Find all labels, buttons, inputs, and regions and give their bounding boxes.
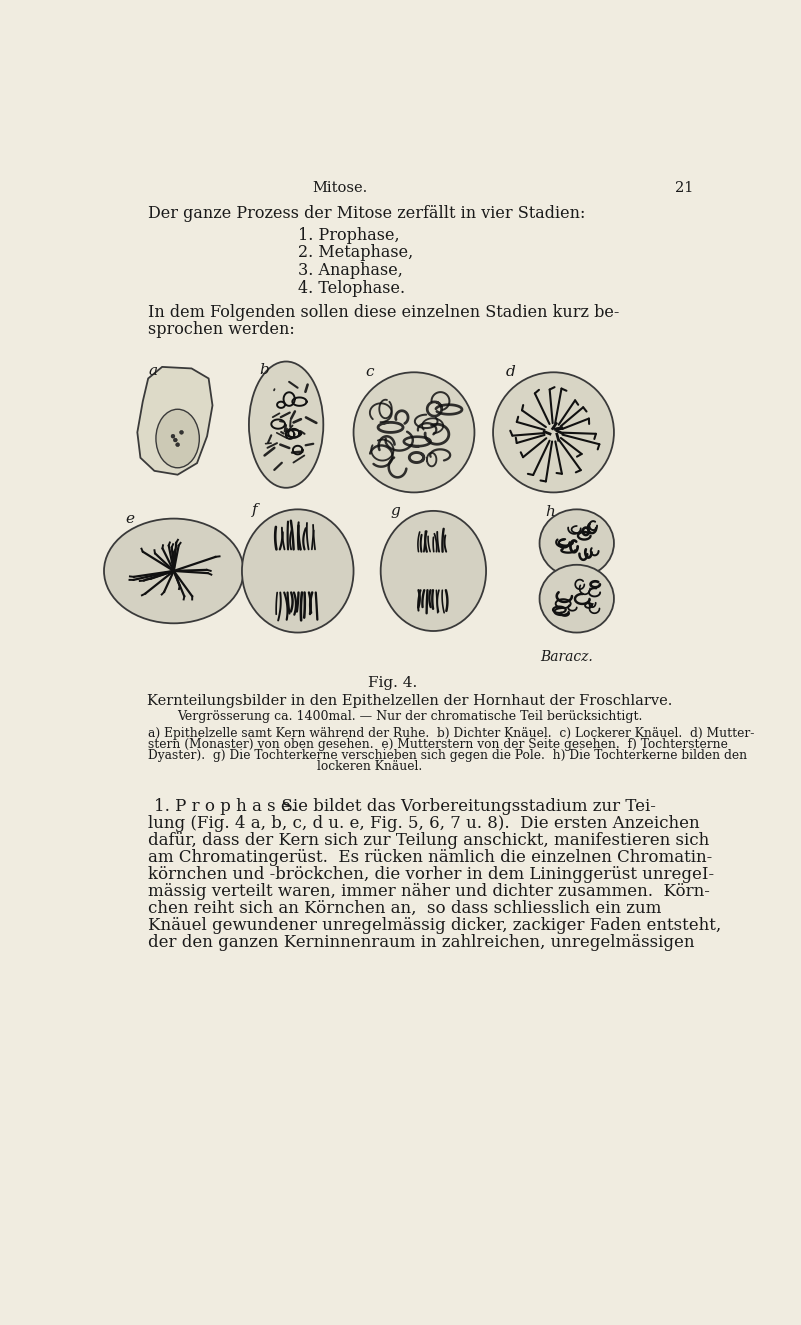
Text: Vergrösserung ca. 1400mal. — Nur der chromatische Teil berücksichtigt.: Vergrösserung ca. 1400mal. — Nur der chr… <box>178 710 643 722</box>
Circle shape <box>175 443 179 447</box>
Text: chen reiht sich an Körnchen an,  so dass schliesslich ein zum: chen reiht sich an Körnchen an, so dass … <box>148 900 662 917</box>
Circle shape <box>353 372 474 493</box>
Text: Kernteilungsbilder in den Epithelzellen der Hornhaut der Froschlarve.: Kernteilungsbilder in den Epithelzellen … <box>147 694 673 708</box>
Text: d: d <box>505 366 515 379</box>
Text: e: e <box>125 511 134 526</box>
Text: 21: 21 <box>674 180 693 195</box>
Ellipse shape <box>249 362 324 488</box>
Text: Baracz.: Baracz. <box>541 651 593 664</box>
Text: f: f <box>252 504 258 517</box>
Text: sprochen werden:: sprochen werden: <box>148 321 295 338</box>
Text: Dyaster).  g) Die Tochterkerne verschieben sich gegen die Pole.  h) Die Tochterk: Dyaster). g) Die Tochterkerne verschiebe… <box>148 749 747 762</box>
Text: 4. Telophase.: 4. Telophase. <box>298 280 405 297</box>
Text: 3. Anaphase,: 3. Anaphase, <box>298 262 403 280</box>
Text: Sie bildet das Vorbereitungsstadium zur Tei-: Sie bildet das Vorbereitungsstadium zur … <box>271 798 655 815</box>
Ellipse shape <box>104 518 244 623</box>
Text: b: b <box>259 363 269 378</box>
Ellipse shape <box>540 564 614 632</box>
Polygon shape <box>137 367 212 474</box>
Text: der den ganzen Kerninnenraum in zahlreichen, unregelmässigen: der den ganzen Kerninnenraum in zahlreic… <box>148 934 694 950</box>
Ellipse shape <box>242 509 353 632</box>
Text: mässig verteilt waren, immer näher und dichter zusammen.  Körn-: mässig verteilt waren, immer näher und d… <box>148 882 710 900</box>
Circle shape <box>171 435 175 439</box>
Text: 1. Prophase,: 1. Prophase, <box>298 227 400 244</box>
Text: Der ganze Prozess der Mitose zerfällt in vier Stadien:: Der ganze Prozess der Mitose zerfällt in… <box>148 205 586 223</box>
Text: körnchen und -bröckchen, die vorher in dem Lininggerüst unregeI-: körnchen und -bröckchen, die vorher in d… <box>148 865 714 882</box>
Ellipse shape <box>156 409 199 468</box>
Text: 2. Metaphase,: 2. Metaphase, <box>298 245 413 261</box>
Ellipse shape <box>540 509 614 578</box>
Text: lockeren Knäuel.: lockeren Knäuel. <box>317 759 422 772</box>
Text: In dem Folgenden sollen diese einzelnen Stadien kurz be-: In dem Folgenden sollen diese einzelnen … <box>148 303 619 321</box>
Text: a) Epithelzelle samt Kern während der Ruhe.  b) Dichter Knäuel.  c) Lockerer Knä: a) Epithelzelle samt Kern während der Ru… <box>148 727 755 741</box>
Circle shape <box>493 372 614 493</box>
Circle shape <box>173 439 177 443</box>
Ellipse shape <box>380 511 486 631</box>
Text: a: a <box>148 364 157 378</box>
Text: stern (Monaster) von oben gesehen.  e) Mutterstern von der Seite gesehen.  f) To: stern (Monaster) von oben gesehen. e) Mu… <box>148 738 728 751</box>
Text: h: h <box>545 506 555 519</box>
Text: g: g <box>391 504 400 518</box>
Text: c: c <box>365 366 374 379</box>
Text: Knäuel gewundener unregelmässig dicker, zackiger Faden entsteht,: Knäuel gewundener unregelmässig dicker, … <box>148 917 722 934</box>
Text: am Chromatingerüst.  Es rücken nämlich die einzelnen Chromatin-: am Chromatingerüst. Es rücken nämlich di… <box>148 849 712 867</box>
Text: 1. P r o p h a s e.: 1. P r o p h a s e. <box>155 798 296 815</box>
Text: lung (Fig. 4 a, b, c, d u. e, Fig. 5, 6, 7 u. 8).  Die ersten Anzeichen: lung (Fig. 4 a, b, c, d u. e, Fig. 5, 6,… <box>148 815 700 832</box>
Circle shape <box>179 431 183 435</box>
Text: Fig. 4.: Fig. 4. <box>368 677 417 690</box>
Text: dafür, dass der Kern sich zur Teilung anschickt, manifestieren sich: dafür, dass der Kern sich zur Teilung an… <box>148 832 710 849</box>
Text: Mitose.: Mitose. <box>312 180 368 195</box>
